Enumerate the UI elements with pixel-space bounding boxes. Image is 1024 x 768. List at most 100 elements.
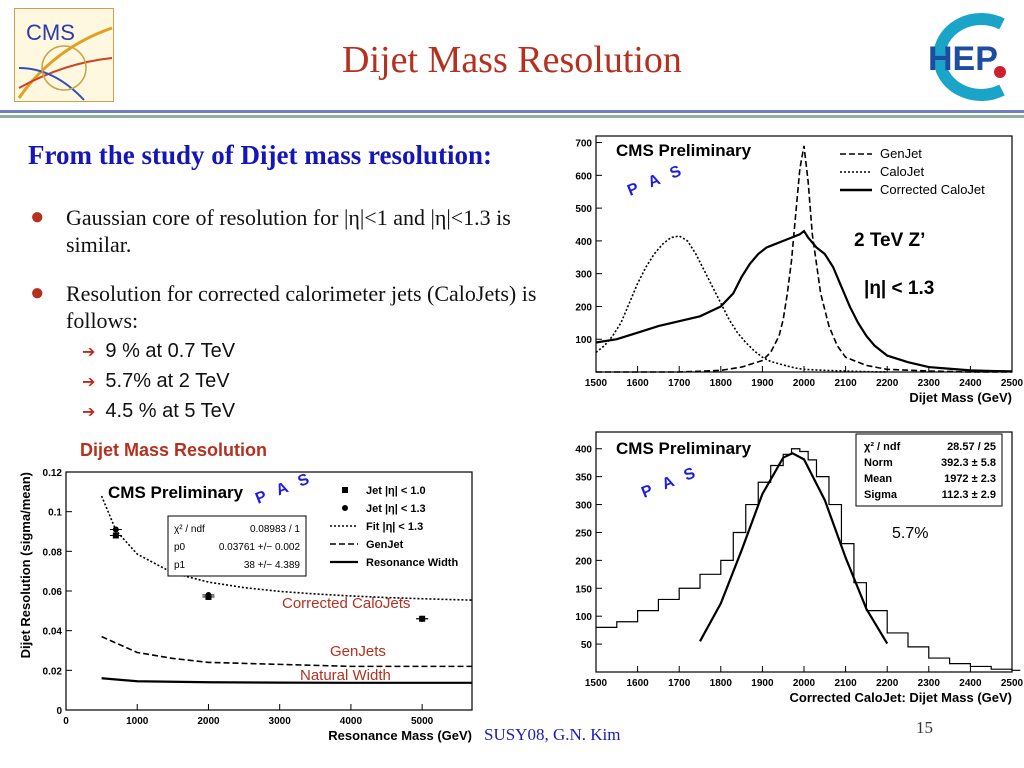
y-tick-label: 600 xyxy=(575,171,592,182)
x-tick-label: 1800 xyxy=(710,678,733,689)
sub-bullet-text: 9 % at 0.7 TeV xyxy=(105,340,236,362)
y-tick-label: 100 xyxy=(575,335,592,346)
page-number: 15 xyxy=(916,718,933,737)
x-axis-label: Dijet Mass (GeV) xyxy=(909,390,1012,405)
annotation-label: 5.7% xyxy=(892,525,928,542)
y-tick-label: 0.12 xyxy=(43,468,63,479)
annotation-label: Natural Width xyxy=(300,667,391,684)
stat-name: Sigma xyxy=(864,489,898,501)
data-point xyxy=(112,532,119,539)
x-tick-label: 1000 xyxy=(126,716,149,727)
x-tick-label: 1900 xyxy=(751,378,774,389)
y-tick-label: 400 xyxy=(575,237,592,248)
series-line-resonance-width xyxy=(101,677,472,684)
series-histogram xyxy=(596,448,1021,671)
hep-logo-text: HEP xyxy=(928,40,998,78)
series-line-calojet xyxy=(595,235,888,373)
y-tick-label: 500 xyxy=(575,204,592,215)
bullet-item: ● Gaussian core of resolution for |η|<1 … xyxy=(30,204,540,260)
y-tick-label: 300 xyxy=(575,501,592,512)
annotation-label: |η| < 1.3 xyxy=(864,278,934,299)
chart-dijet-mass-distribution: 1500 1600 1700 1800 1900 2000 2100 2200 2300 2400… xyxy=(560,128,1024,418)
x-tick-label: 3000 xyxy=(269,716,292,727)
pas-stamp: P A S xyxy=(625,161,687,199)
x-tick-label: 1700 xyxy=(668,378,691,389)
legend-entry: CaloJet xyxy=(880,164,924,179)
x-axis-label: Resonance Mass (GeV) xyxy=(328,728,472,743)
y-tick-label: 200 xyxy=(575,302,592,313)
y-tick-label: 300 xyxy=(575,270,592,281)
y-tick-label: 0.06 xyxy=(43,587,63,598)
chart-corrected-calojet-fit: 1500 1600 1700 1800 1900 2000 2100 2200 2300 2400… xyxy=(560,428,1024,718)
y-tick-label: 0.04 xyxy=(43,627,63,638)
stat-value: 392.3 ± 5.8 xyxy=(941,457,996,469)
y-tick-label: 100 xyxy=(575,612,592,623)
stat-box xyxy=(855,433,1003,507)
x-tick-label: 1800 xyxy=(710,378,733,389)
footer-conference: SUSY08, G.N. Kim xyxy=(484,725,621,744)
x-axis-label: Corrected CaloJet: Dijet Mass (GeV) xyxy=(789,690,1012,705)
legend-swatch xyxy=(342,505,348,511)
legend-entry: Jet |η| < 1.0 xyxy=(366,485,426,497)
series-line-gaussian-fit xyxy=(699,451,889,645)
x-tick-label: 1500 xyxy=(585,678,608,689)
x-tick-label: 2500 xyxy=(1001,378,1024,389)
fit-param-value: 0.03761 +/− 0.002 xyxy=(219,542,301,553)
stat-name: Norm xyxy=(864,457,893,469)
fit-param-name: p1 xyxy=(174,560,186,571)
sub-bullet: ➔ 9 % at 0.7 TeV xyxy=(82,340,235,363)
legend-entry: Fit |η| < 1.3 xyxy=(366,521,423,533)
cms-logo: CMS xyxy=(13,7,115,103)
sub-bullet: ➔ 5.7% at 2 TeV xyxy=(82,370,230,393)
arrow-right-icon: ➔ xyxy=(82,404,96,421)
header-divider xyxy=(0,108,1024,120)
x-tick-label: 2400 xyxy=(959,678,982,689)
pas-stamp: P A S xyxy=(253,469,315,507)
annotation-label: GenJets xyxy=(330,643,386,660)
y-tick-label: 50 xyxy=(581,640,593,651)
stat-name: χ² / ndf xyxy=(864,441,901,453)
sub-bullet-text: 5.7% at 2 TeV xyxy=(105,370,230,392)
stat-value: 1972 ± 2.3 xyxy=(944,473,996,485)
bullet-dot-icon: ● xyxy=(30,280,45,306)
stat-name: Mean xyxy=(864,473,892,485)
stat-value: 112.3 ± 2.9 xyxy=(942,489,996,501)
data-point xyxy=(205,591,212,598)
series-line-corrected-calojet xyxy=(595,229,1013,373)
x-tick-label: 1600 xyxy=(626,378,649,389)
x-tick-label: 2300 xyxy=(918,678,941,689)
x-tick-label: 2200 xyxy=(876,678,899,689)
sub-bullet-text: 4.5 % at 5 TeV xyxy=(105,400,236,422)
x-tick-label: 1600 xyxy=(626,678,649,689)
y-tick-label: 150 xyxy=(575,584,592,595)
sub-bullet: ➔ 4.5 % at 5 TeV xyxy=(82,400,235,423)
y-tick-label: 400 xyxy=(575,445,592,456)
stat-value: 28.57 / 25 xyxy=(947,441,996,453)
fit-param-value: 38 +/− 4.389 xyxy=(244,560,301,571)
data-point xyxy=(419,615,426,622)
arrow-right-icon: ➔ xyxy=(82,374,96,391)
x-tick-label: 2000 xyxy=(197,716,220,727)
x-tick-label: 2300 xyxy=(918,378,941,389)
annotation-label: 2 TeV Z’ xyxy=(854,230,925,251)
arrow-right-icon: ➔ xyxy=(82,344,96,361)
bullet-dot-icon: ● xyxy=(30,204,45,230)
series-line-genjet xyxy=(596,145,1012,373)
x-tick-label: 2200 xyxy=(876,378,899,389)
x-tick-label: 2000 xyxy=(793,678,816,689)
pas-stamp: P A S xyxy=(639,463,701,501)
bullet-text: Resolution for corrected calorimeter jet… xyxy=(66,281,537,333)
y-tick-label: 0 xyxy=(56,706,62,717)
chart-title: CMS Preliminary xyxy=(616,439,752,458)
cms-logo-text: CMS xyxy=(26,20,75,45)
fit-param-name: p0 xyxy=(174,542,186,553)
fit-header: χ² / ndf xyxy=(174,524,205,535)
x-tick-label: 2100 xyxy=(834,678,857,689)
chart-title: CMS Preliminary xyxy=(108,483,244,502)
legend-entry: Resonance Width xyxy=(366,557,458,569)
legend-entry: GenJet xyxy=(880,146,922,161)
hep-logo: HEP xyxy=(912,10,1016,102)
y-tick-label: 200 xyxy=(575,556,592,567)
x-tick-label: 1500 xyxy=(585,378,608,389)
chart-title: CMS Preliminary xyxy=(616,141,752,160)
